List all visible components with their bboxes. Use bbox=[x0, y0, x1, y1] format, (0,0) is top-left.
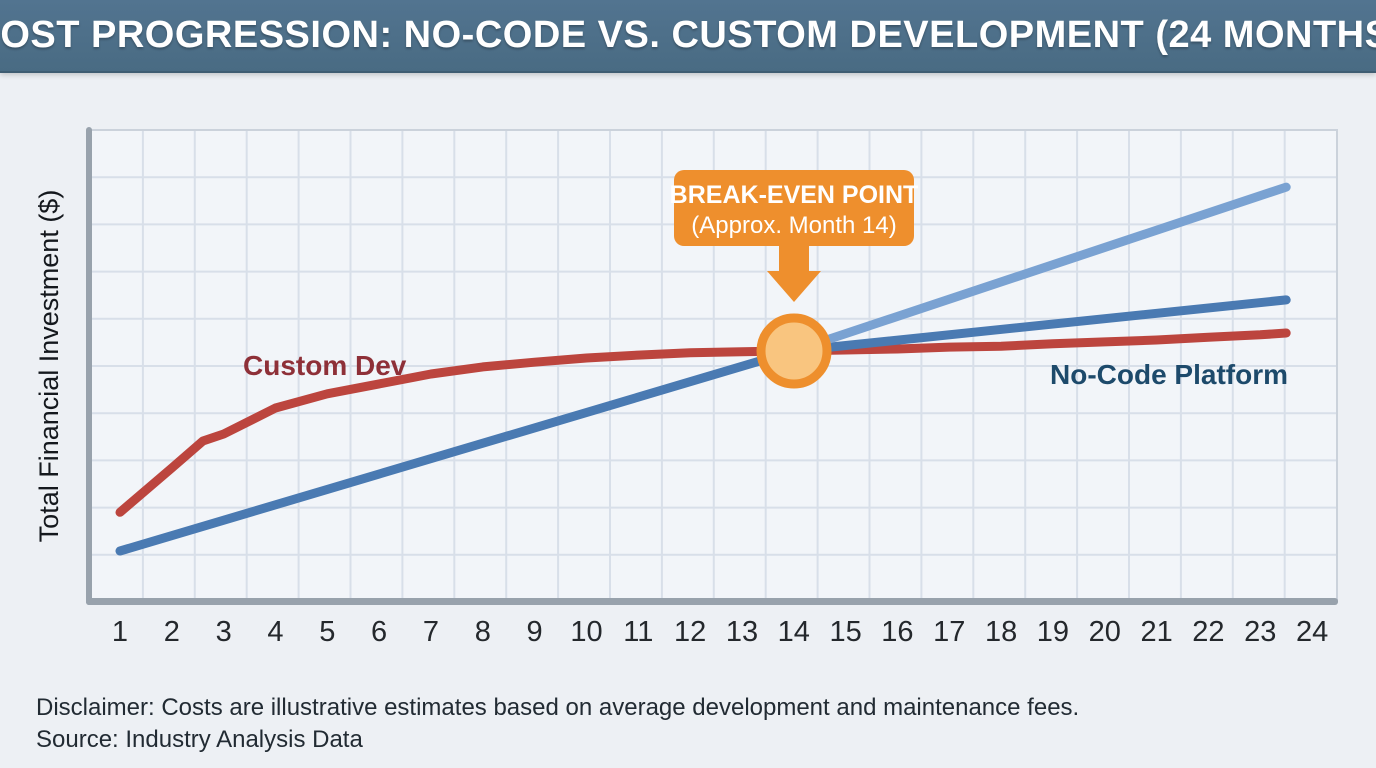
x-tick-label: 3 bbox=[216, 616, 232, 648]
callout-title: BREAK-EVEN POINT bbox=[670, 181, 919, 209]
break-even-marker bbox=[756, 313, 832, 389]
x-tick-label: 5 bbox=[319, 616, 335, 648]
series-line-no-code-steep-branch bbox=[789, 182, 1291, 356]
x-tick-label: 13 bbox=[726, 616, 758, 648]
source-text: Source: Industry Analysis Data bbox=[36, 726, 363, 753]
y-axis-label: Total Financial Investment ($) bbox=[34, 190, 64, 543]
x-tick-label: 6 bbox=[371, 616, 387, 648]
series-label-custom-dev: Custom Dev bbox=[243, 350, 407, 381]
x-tick-label: 2 bbox=[164, 616, 180, 648]
callout-subtitle: (Approx. Month 14) bbox=[691, 212, 896, 239]
x-tick-label: 23 bbox=[1244, 616, 1276, 648]
x-tick-label: 22 bbox=[1192, 616, 1224, 648]
x-tick-label: 11 bbox=[623, 616, 653, 648]
x-tick-label: 15 bbox=[829, 616, 861, 648]
callout-arrow-stem bbox=[779, 243, 809, 273]
x-tick-label: 9 bbox=[527, 616, 543, 648]
x-tick-label: 21 bbox=[1140, 616, 1172, 648]
x-axis-line bbox=[86, 598, 1338, 605]
break-even-annotation: BREAK-EVEN POINT (Approx. Month 14) bbox=[670, 170, 919, 389]
x-tick-label: 7 bbox=[423, 616, 439, 648]
x-tick-label: 24 bbox=[1296, 616, 1328, 648]
x-tick-label: 10 bbox=[570, 616, 602, 648]
series-label-no-code-platform: No-Code Platform bbox=[1050, 359, 1288, 390]
page-title: COST PROGRESSION: NO-CODE VS. CUSTOM DEV… bbox=[0, 14, 1376, 56]
x-tick-label: 17 bbox=[933, 616, 965, 648]
x-tick-label: 1 bbox=[112, 616, 128, 648]
series-line-custom-dev bbox=[115, 328, 1291, 517]
x-tick-label: 16 bbox=[881, 616, 913, 648]
footer-notes: Disclaimer: Costs are illustrative estim… bbox=[36, 692, 1336, 756]
callout-arrow-head bbox=[767, 271, 821, 302]
x-axis-ticks: 1 2 3 4 5 6 7 8 9 10 11 12 13 14 15 16 17 18 19 20 21 22 23 24 bbox=[112, 616, 1328, 648]
y-axis-line bbox=[86, 127, 92, 605]
x-tick-label: 8 bbox=[475, 616, 491, 648]
callout-box bbox=[674, 170, 914, 246]
x-tick-label: 4 bbox=[267, 616, 283, 648]
x-tick-label: 20 bbox=[1089, 616, 1121, 648]
x-tick-label: 12 bbox=[674, 616, 706, 648]
header-bar: COST PROGRESSION: NO-CODE VS. CUSTOM DEV… bbox=[0, 0, 1376, 73]
x-tick-label: 14 bbox=[778, 616, 810, 648]
x-tick-label: 18 bbox=[985, 616, 1017, 648]
x-tick-label: 19 bbox=[1037, 616, 1069, 648]
disclaimer-text: Disclaimer: Costs are illustrative estim… bbox=[36, 694, 1080, 721]
